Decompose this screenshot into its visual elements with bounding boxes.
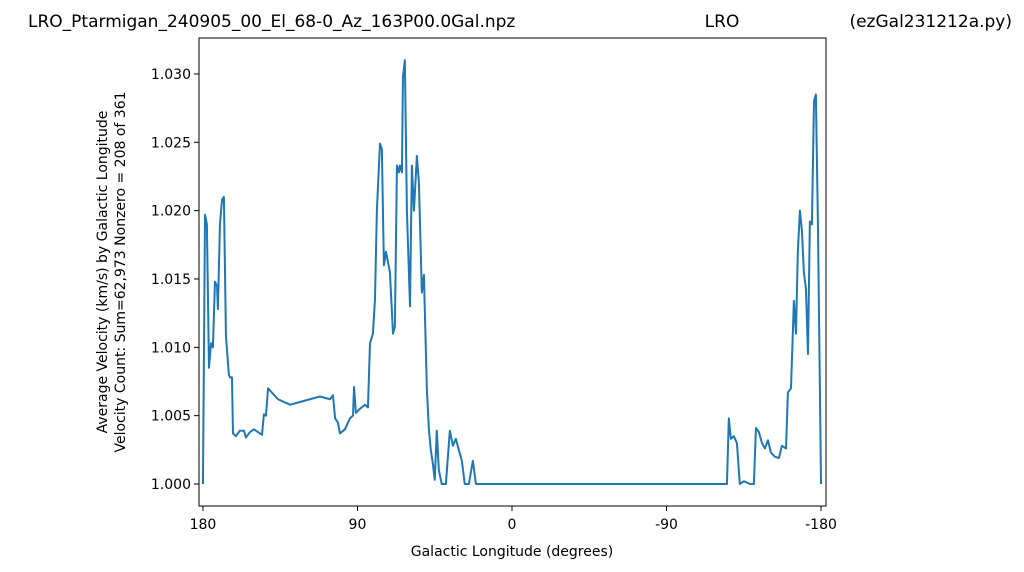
x-tick-label: -180 xyxy=(805,517,837,533)
y-tick-label: 1.020 xyxy=(151,204,191,220)
y-axis-label: Average Velocity (km/s) by Galactic Long… xyxy=(95,111,111,434)
y-tick-label: 1.010 xyxy=(151,340,191,356)
y-axis-label: Velocity Count: Sum=62,973 Nonzero = 208… xyxy=(113,91,129,452)
data-line xyxy=(201,59,823,485)
x-tick-label: 0 xyxy=(508,517,517,533)
y-tick-label: 1.030 xyxy=(151,67,191,83)
chart-title: LRO_Ptarmigan_240905_00_El_68-0_Az_163P0… xyxy=(28,12,515,32)
x-tick-label: -90 xyxy=(655,517,678,533)
y-tick-label: 1.015 xyxy=(151,272,191,288)
y-tick-label: 1.005 xyxy=(151,409,191,425)
x-tick-label: 90 xyxy=(349,517,367,533)
x-axis-label: Galactic Longitude (degrees) xyxy=(411,544,613,560)
y-tick-label: 1.000 xyxy=(151,477,191,493)
chart-subtitle: LRO xyxy=(705,12,740,32)
annotation: (ezGal231212a.py) xyxy=(849,12,1012,32)
y-tick-label: 1.025 xyxy=(151,135,191,151)
plot-frame xyxy=(198,37,827,507)
x-tick-label: 180 xyxy=(190,517,217,533)
